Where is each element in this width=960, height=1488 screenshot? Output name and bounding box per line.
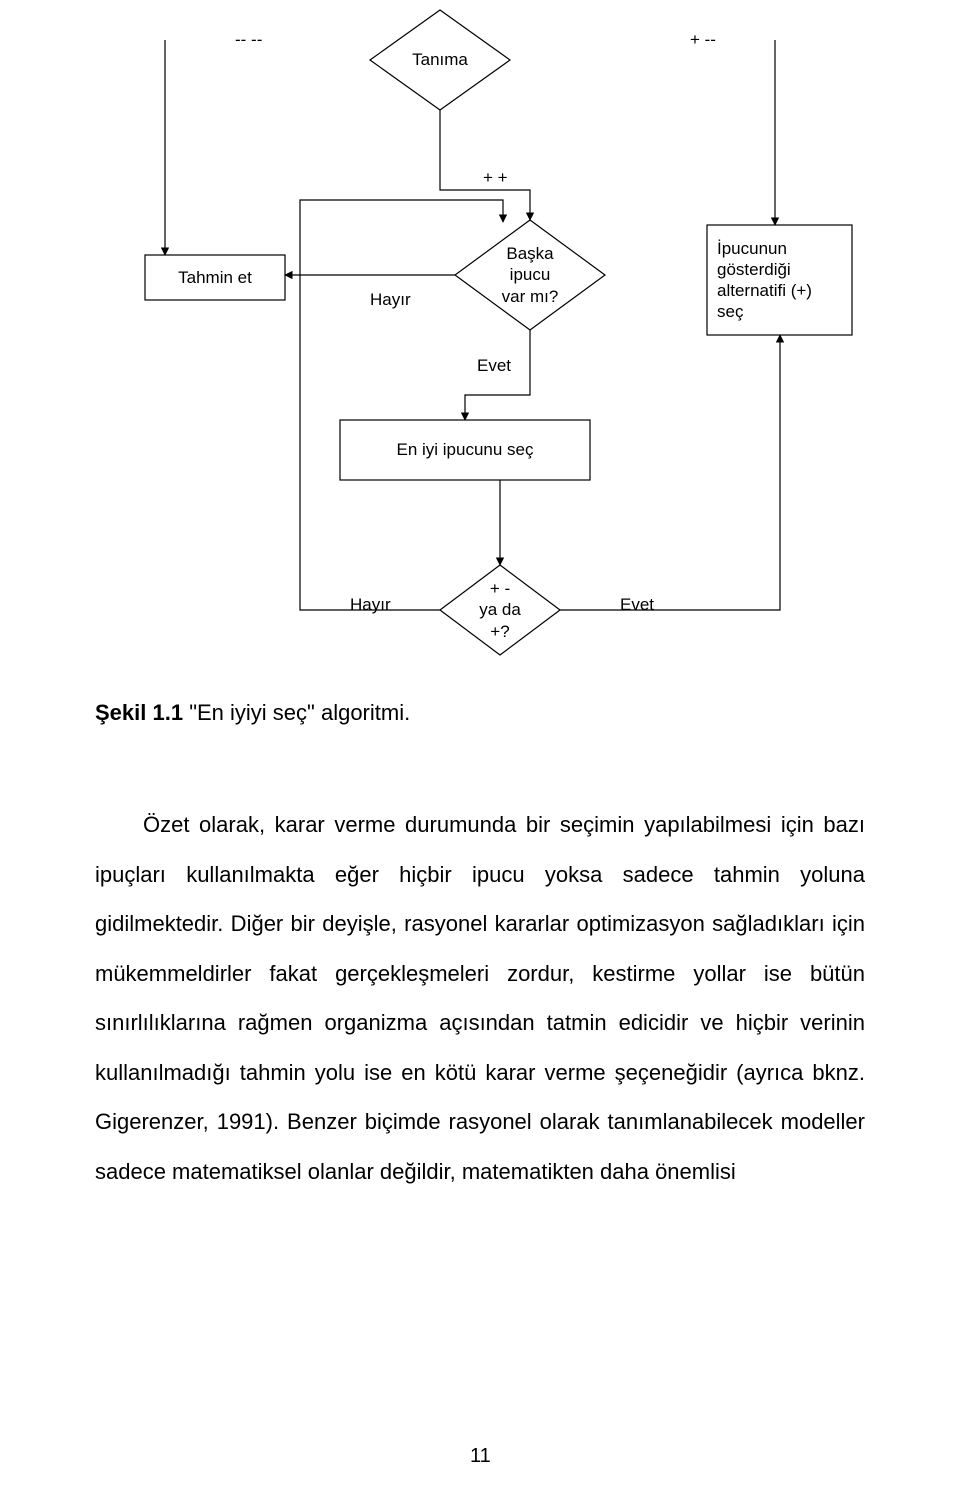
page-number: 11 — [470, 1445, 491, 1468]
node-tanima — [370, 10, 510, 110]
caption-text: "En iyiyi seç" algoritmi. — [183, 700, 410, 725]
page: Tanıma Başka ipucu var mı? + - ya da +? … — [0, 0, 960, 1488]
edge-tanima-baska — [440, 110, 530, 220]
flowchart-svg — [0, 0, 960, 1488]
figure-caption: Şekil 1.1 "En iyiyi seç" algoritmi. — [95, 700, 410, 726]
node-en-iyi — [340, 420, 590, 480]
node-tahmin-et — [145, 255, 285, 300]
node-pm-yada — [440, 565, 560, 655]
node-baska-ipucu — [455, 220, 605, 330]
body-paragraph: Özet olarak, karar verme durumunda bir s… — [95, 800, 865, 1196]
edge-pm-ipucunun — [560, 335, 780, 610]
node-ipucunun — [707, 225, 852, 335]
edge-baska-eniyi — [465, 330, 530, 420]
caption-prefix: Şekil 1.1 — [95, 700, 183, 725]
